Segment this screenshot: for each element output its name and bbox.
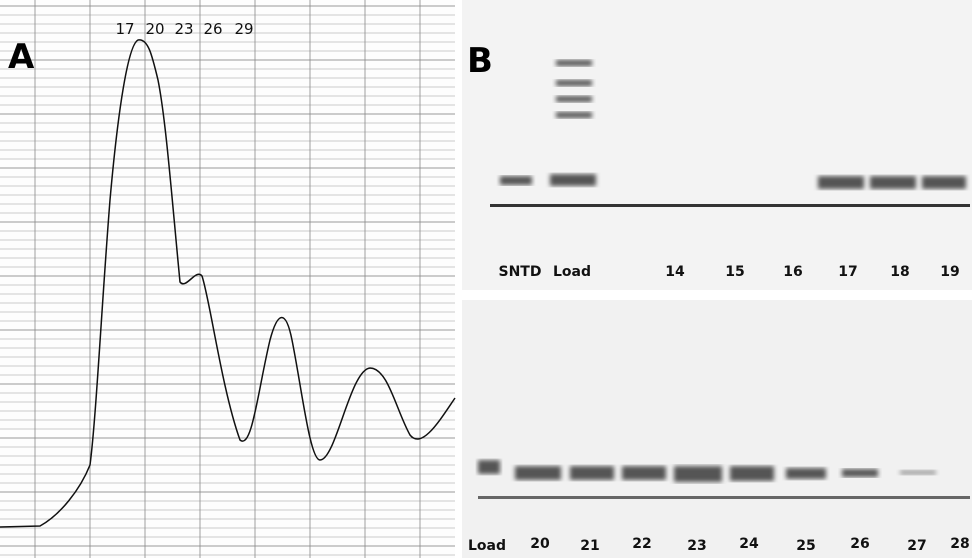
lane-label: 19	[940, 264, 959, 280]
paper-grid	[0, 0, 455, 558]
lane-label: 26	[850, 536, 869, 552]
bottom-gel	[462, 300, 972, 558]
panel-label: B	[467, 41, 493, 81]
lane-label: Load	[553, 264, 591, 280]
top-gel	[462, 0, 972, 290]
lane-label: 14	[665, 264, 685, 280]
lane-label: SNTD	[499, 264, 542, 280]
lane-label: Load	[468, 538, 506, 554]
elution-trace	[0, 39, 456, 528]
fraction-label: 17	[115, 20, 134, 38]
lane-label: 15	[725, 264, 744, 280]
lane-label: 25	[796, 538, 815, 554]
gel-bands	[478, 60, 970, 499]
lane-label: 21	[580, 538, 599, 554]
fraction-labels: 17 20 23 26 29	[115, 20, 253, 38]
panel-label: A	[8, 37, 35, 77]
dye-front	[478, 496, 970, 499]
lane-label: 20	[530, 536, 550, 552]
lane-labels: SNTD Load 14 15 16 17 18 19 Load 20 21 22 23 24 25 26 27…	[468, 264, 970, 554]
lane-label: 16	[783, 264, 802, 280]
lane-label: 18	[890, 264, 909, 280]
fraction-label: 20	[145, 20, 164, 38]
fraction-label: 26	[203, 20, 222, 38]
lane-label: 24	[739, 536, 759, 552]
fraction-label: 29	[234, 20, 253, 38]
lane-label: 17	[838, 264, 857, 280]
lane-label: 23	[687, 538, 706, 554]
lane-label: 27	[907, 538, 926, 554]
lane-label: 22	[632, 536, 651, 552]
dye-front	[490, 204, 970, 207]
fraction-label: 23	[174, 20, 193, 38]
lane-label: 28	[950, 536, 969, 552]
